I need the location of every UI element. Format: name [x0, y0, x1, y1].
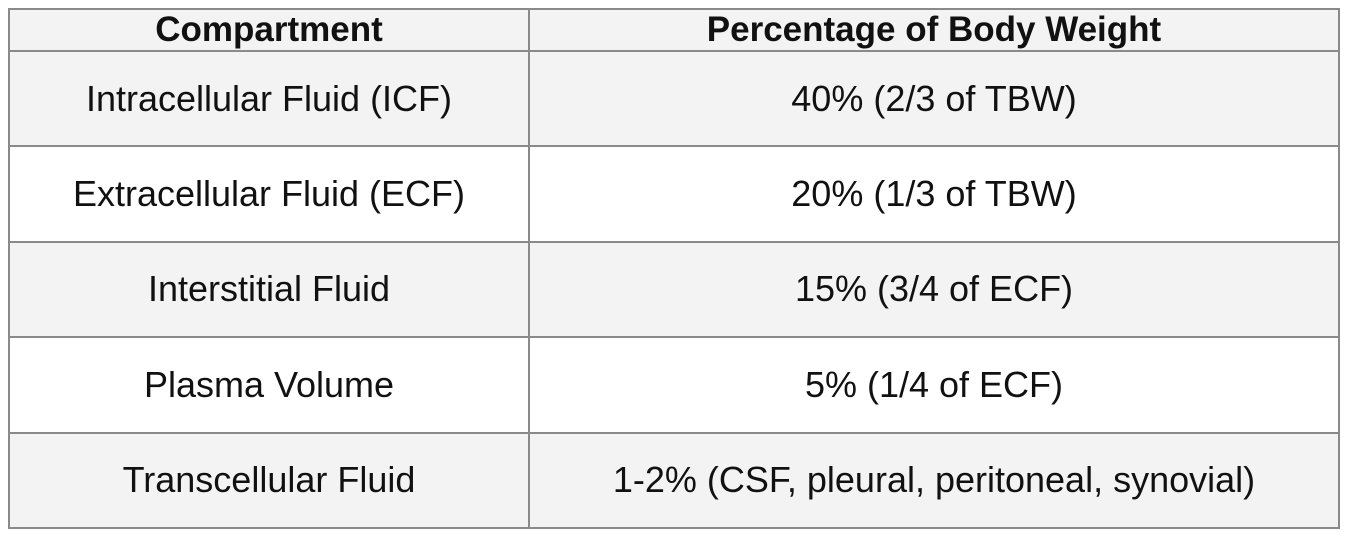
header-row: Compartment Percentage of Body Weight	[8, 8, 1340, 52]
table-cell: Intracellular Fluid (ICF)	[8, 49, 530, 148]
header-cell: Percentage of Body Weight	[528, 8, 1340, 52]
table-row: Plasma Volume 5% (1/4 of ECF)	[8, 336, 1340, 434]
table-cell: 40% (2/3 of TBW)	[528, 49, 1340, 148]
table-cell: Extracellular Fluid (ECF)	[8, 145, 530, 243]
table-cell: Transcellular Fluid	[8, 431, 530, 530]
table-row: Interstitial Fluid 15% (3/4 of ECF)	[8, 240, 1340, 339]
table-cell: 1-2% (CSF, pleural, peritoneal, synovial…	[528, 431, 1340, 530]
table-cell: 15% (3/4 of ECF)	[528, 240, 1340, 339]
table-cell: Plasma Volume	[8, 336, 530, 434]
table-row: Intracellular Fluid (ICF) 40% (2/3 of TBW…	[8, 49, 1340, 148]
table-cell: 5% (1/4 of ECF)	[528, 336, 1340, 434]
table-row: Extracellular Fluid (ECF) 20% (1/3 of TBW…	[8, 145, 1340, 243]
header-cell: Compartment	[8, 8, 530, 52]
table-row: Transcellular Fluid 1-2% (CSF, pleural, p…	[8, 431, 1340, 530]
table-cell: Interstitial Fluid	[8, 240, 530, 339]
table-body: Intracellular Fluid (ICF) 40% (2/3 of TBW…	[8, 49, 1340, 530]
fluid-table: Compartment Percentage of Body Weight Int…	[8, 8, 1340, 530]
table-cell: 20% (1/3 of TBW)	[528, 145, 1340, 243]
table-head: Compartment Percentage of Body Weight	[8, 8, 1340, 52]
